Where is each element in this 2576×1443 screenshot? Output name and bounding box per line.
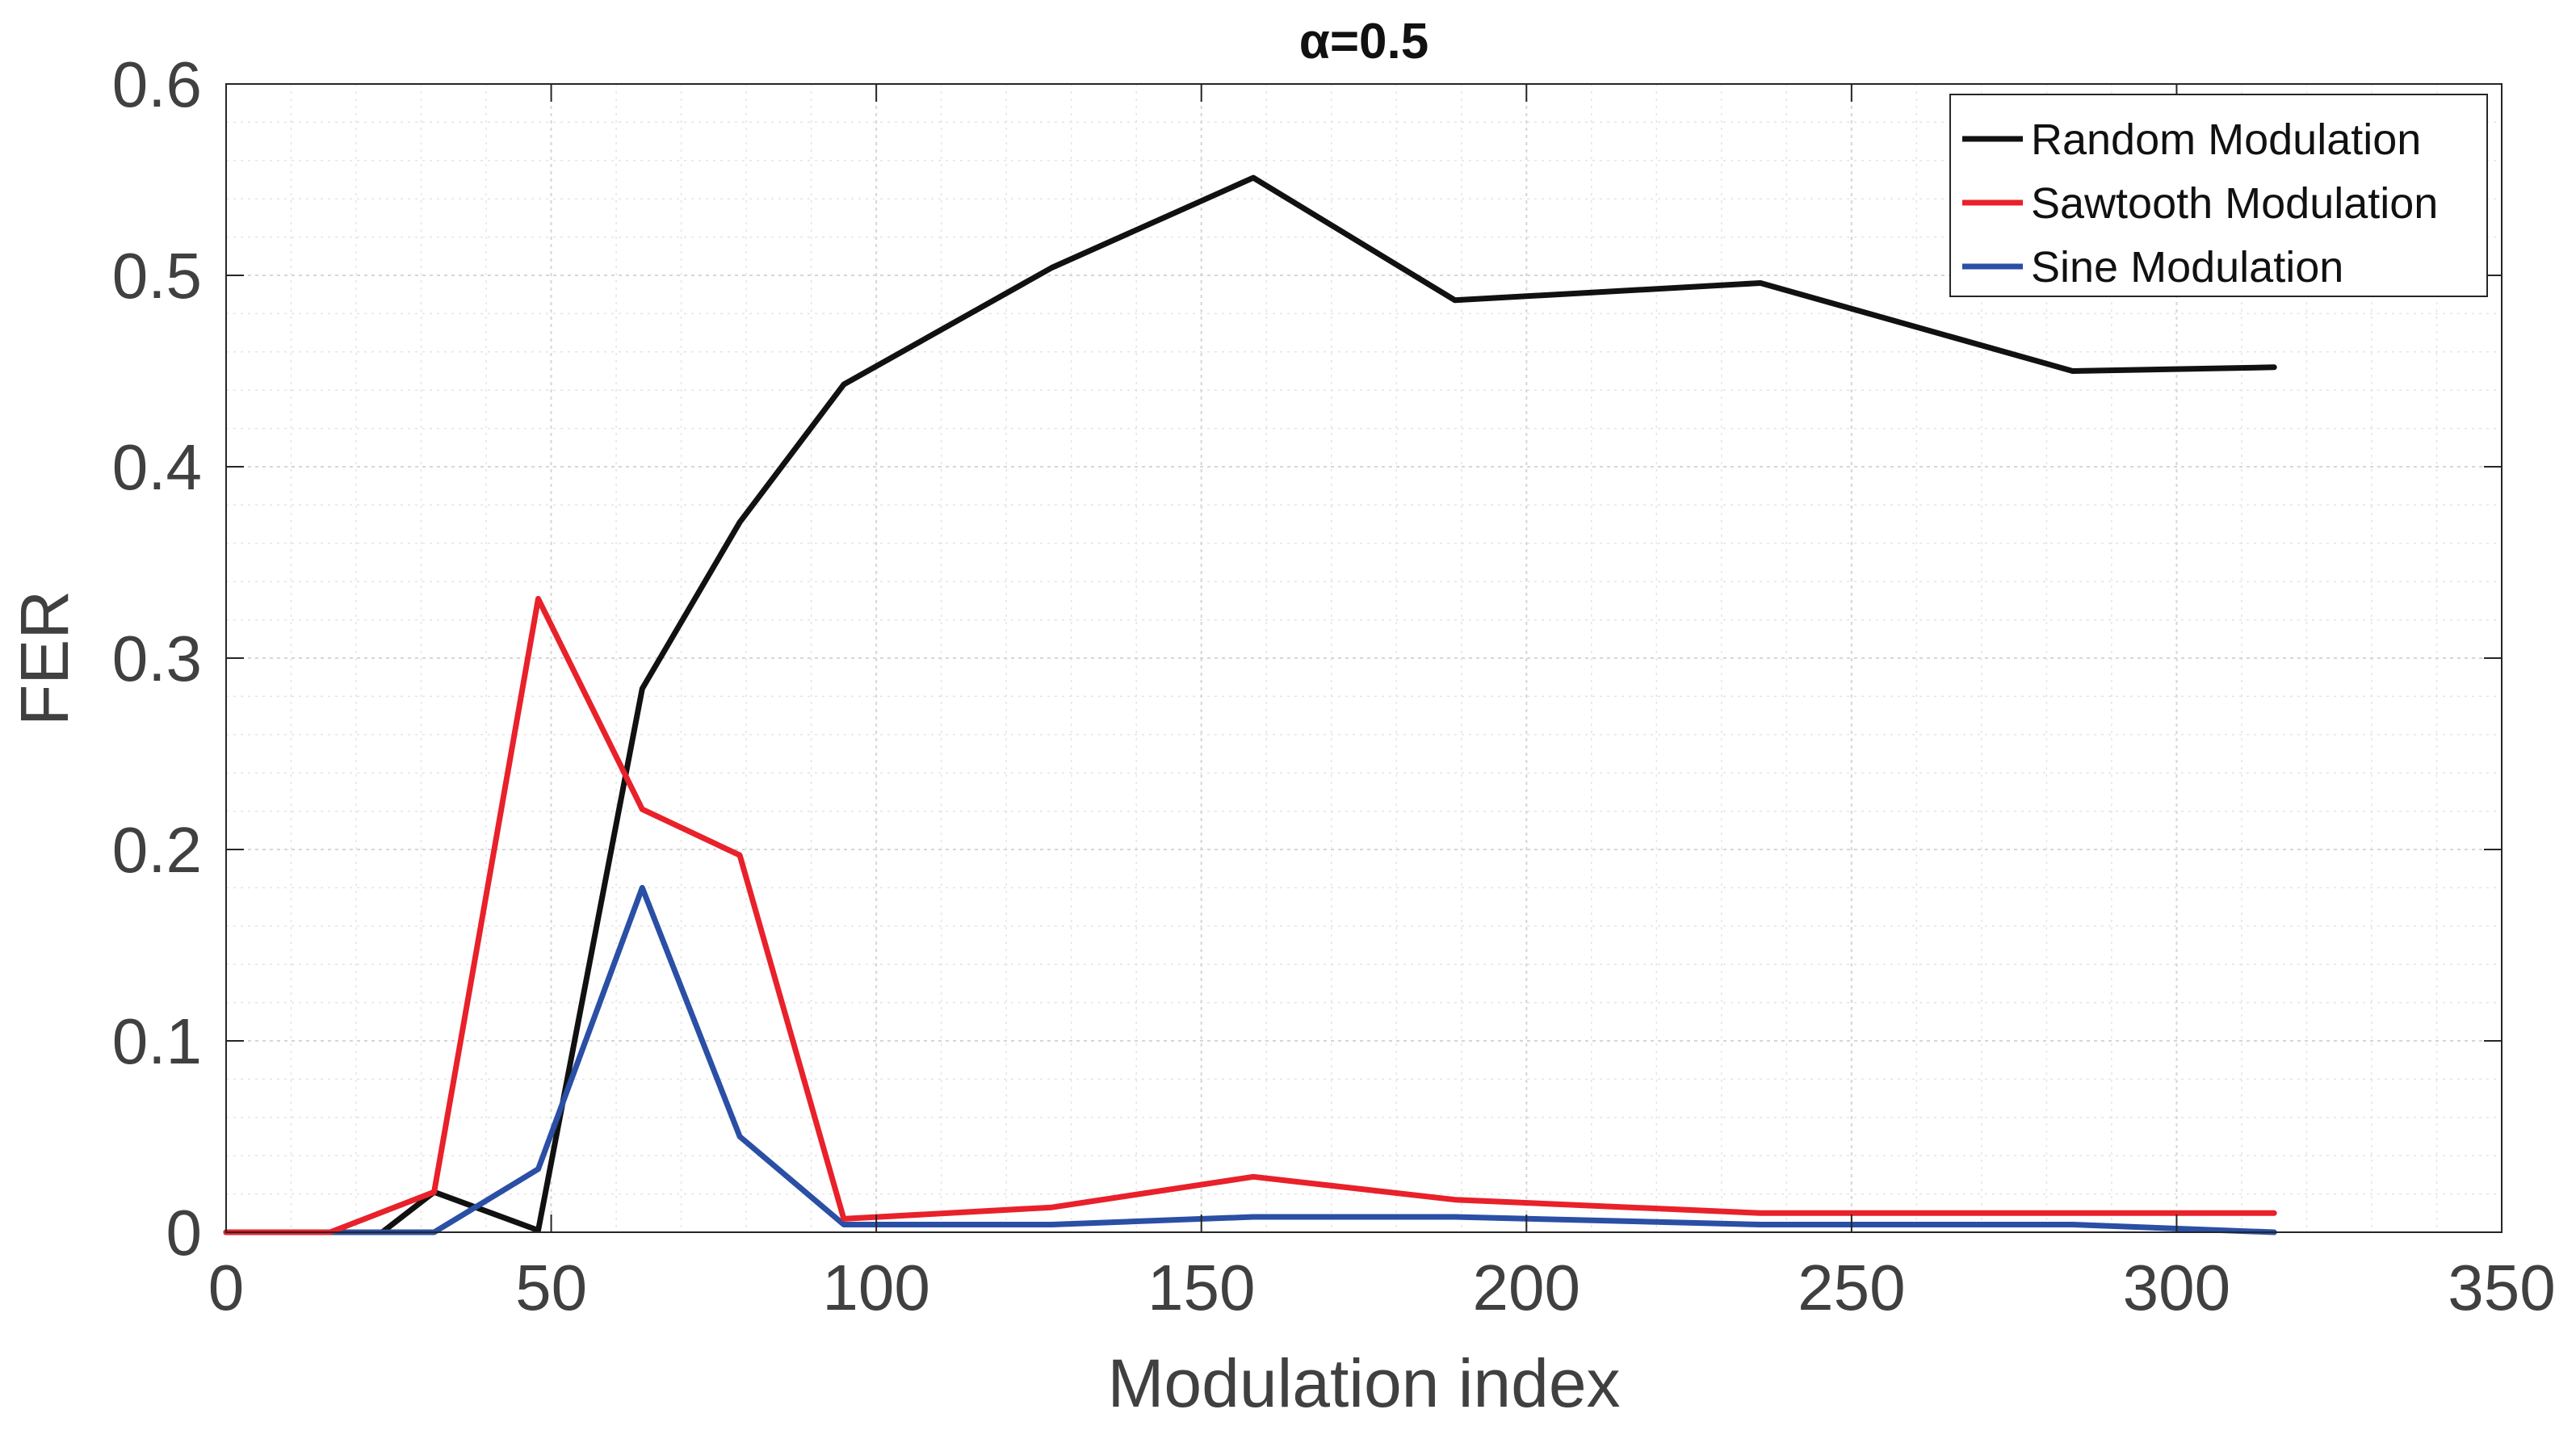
x-tick-label: 150 [1147,1252,1255,1323]
y-axis-label: FER [6,590,82,726]
legend-label: Sine Modulation [2031,243,2343,292]
legend-label: Random Modulation [2031,115,2421,164]
y-tick-labels: 0 0.1 0.2 0.3 0.4 0.5 0.6 [112,48,202,1269]
x-tick-label: 50 [515,1252,587,1323]
x-tick-label: 100 [822,1252,929,1323]
y-tick-label: 0.6 [112,48,202,120]
x-tick-label: 300 [2123,1252,2230,1323]
legend-items: Random Modulation Sawtooth Modulation Sine… [1962,115,2438,292]
legend[interactable]: Random Modulation Sawtooth Modulation Sine… [1949,94,2488,297]
axis-ticks [225,83,2503,1233]
x-tick-label: 350 [2448,1252,2555,1323]
x-axis-label: Modulation index [1107,1345,1620,1421]
legend-box [1949,94,2488,297]
y-tick-label: 0.5 [112,240,202,312]
y-tick-label: 0.4 [112,431,202,503]
chart-title: α=0.5 [1299,14,1429,69]
y-tick-label: 0.2 [112,814,202,886]
legend-label: Sawtooth Modulation [2031,179,2438,228]
x-tick-labels: 0 50 100 150 200 250 300 350 [208,1252,2556,1323]
x-tick-label: 250 [1798,1252,1905,1323]
y-tick-label: 0.1 [112,1005,202,1077]
series-line-sawtooth-modulation [223,596,2277,1235]
y-tick-label: 0.3 [112,623,202,694]
x-tick-label: 200 [1473,1252,1580,1323]
x-tick-label: 0 [208,1252,245,1323]
y-tick-label: 0 [166,1197,203,1269]
